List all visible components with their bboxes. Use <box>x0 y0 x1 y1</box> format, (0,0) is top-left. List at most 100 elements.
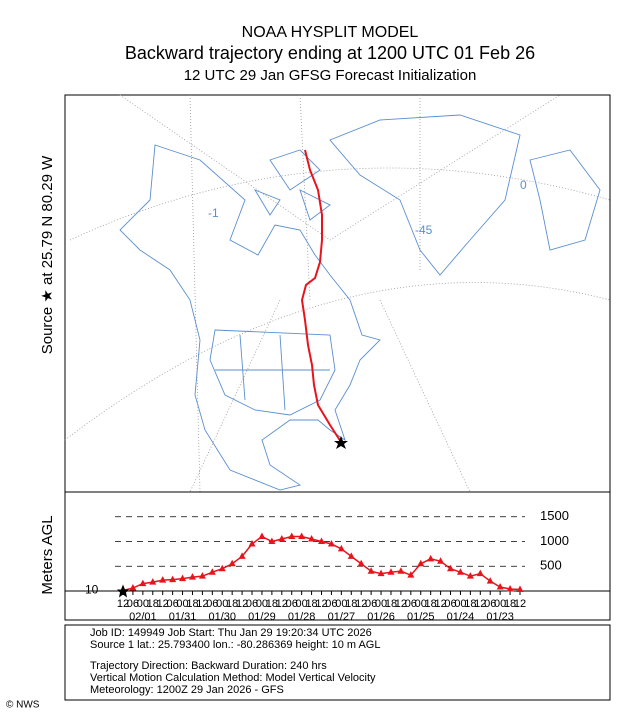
x-tick-label: 18 <box>464 598 476 610</box>
y-axis-label: Meters AGL <box>39 515 56 594</box>
x-tick-label: 06 <box>405 598 417 610</box>
x-tick-label: 12 <box>355 598 367 610</box>
x-tick-label: 18 <box>345 598 357 610</box>
marker <box>248 539 256 547</box>
marker <box>169 575 177 583</box>
marker <box>347 552 355 559</box>
map-label: 0 <box>520 178 527 192</box>
x-tick-label: 00 <box>375 598 387 610</box>
map: 0 -45 -1 Source ★ at 25.79 N 80.29 W <box>39 94 611 493</box>
marker <box>476 569 484 577</box>
marker <box>139 579 147 587</box>
x-tick-label: 18 <box>147 598 159 610</box>
date-label: 01/24 <box>447 611 475 623</box>
map-label: -45 <box>415 223 433 237</box>
date-label: 01/25 <box>407 611 435 623</box>
marker <box>506 585 514 592</box>
x-tick-label: 18 <box>385 598 397 610</box>
marker <box>397 567 405 574</box>
marker <box>288 532 296 540</box>
info-line: Job ID: 149949 Job Start: Thu Jan 29 19:… <box>90 627 372 639</box>
date-label: 01/26 <box>367 611 395 623</box>
marker <box>179 574 187 582</box>
y-tick-label: 1500 <box>540 508 569 523</box>
x-tick-label: 06 <box>167 598 179 610</box>
date-label: 01/29 <box>248 611 276 623</box>
marker <box>159 576 167 583</box>
date-label: 01/30 <box>208 611 236 623</box>
marker <box>437 557 445 564</box>
info-line: Source 1 lat.: 25.793400 lon.: -80.28636… <box>90 639 381 651</box>
date-label: 02/01 <box>129 611 157 623</box>
marker <box>417 559 425 567</box>
height-line <box>122 535 521 592</box>
x-tick-label: 18 <box>186 598 198 610</box>
x-tick-label: 00 <box>176 598 188 610</box>
marker <box>466 572 474 579</box>
marker <box>228 559 236 567</box>
marker <box>427 554 435 562</box>
marker <box>357 559 365 567</box>
x-tick-label: 06 <box>444 598 456 610</box>
x-tick-label: 00 <box>137 598 149 610</box>
x-tick-label: 12 <box>157 598 169 610</box>
marker <box>198 572 206 579</box>
info-line: Meteorology: 1200Z 29 Jan 2026 - GFS <box>90 684 284 696</box>
marker <box>318 537 325 544</box>
x-tick-label: 12 <box>236 598 248 610</box>
x-tick-label: 12 <box>117 598 129 610</box>
source-star <box>334 436 348 449</box>
x-tick-label: 12 <box>474 598 486 610</box>
info-box <box>64 624 611 701</box>
x-tick-label: 12 <box>276 598 288 610</box>
x-tick-label: 00 <box>216 598 228 610</box>
x-tick-label: 00 <box>256 598 268 610</box>
marker <box>516 585 524 593</box>
marker <box>278 535 286 542</box>
marker <box>188 573 196 580</box>
x-tick-label: 12 <box>196 598 208 610</box>
x-tick-label: 06 <box>206 598 218 610</box>
title: NOAA HYSPLIT MODEL <box>242 24 419 41</box>
marker <box>129 584 137 591</box>
marker <box>218 564 226 572</box>
marker <box>208 568 216 575</box>
x-tick-label: 12 <box>514 598 526 610</box>
info-line: Vertical Motion Calculation Method: Mode… <box>90 672 376 684</box>
x-tick-label: 00 <box>415 598 427 610</box>
info-line: Trajectory Direction: Backward Duration:… <box>90 660 327 672</box>
marker <box>258 532 266 540</box>
x-tick-label: 18 <box>226 598 238 610</box>
date-label: 01/28 <box>288 611 316 623</box>
x-tick-label: 06 <box>127 598 139 610</box>
marker <box>238 552 246 559</box>
watermark: © NWS <box>6 700 40 711</box>
x-tick-label: 06 <box>286 598 298 610</box>
date-label: 01/27 <box>328 611 356 623</box>
date-label: 01/31 <box>169 611 197 623</box>
subtitle: 12 UTC 29 Jan GFSG Forecast Initializati… <box>184 67 477 84</box>
x-tick-label: 06 <box>484 598 496 610</box>
x-tick-label: 18 <box>305 598 317 610</box>
y-tick-label: 500 <box>540 558 562 573</box>
x-tick-label: 00 <box>454 598 466 610</box>
x-tick-label: 12 <box>395 598 407 610</box>
x-tick-label: 06 <box>246 598 258 610</box>
marker <box>486 577 494 584</box>
x-tick-label: 18 <box>425 598 437 610</box>
x-tick-label: 06 <box>325 598 337 610</box>
marker <box>447 564 455 572</box>
x-tick-label: 00 <box>494 598 506 610</box>
x-tick-label: 12 <box>434 598 446 610</box>
start-star <box>117 584 129 598</box>
marker <box>387 568 395 575</box>
marker <box>327 539 335 547</box>
marker <box>377 569 385 577</box>
x-tick-label: 00 <box>335 598 347 610</box>
y-tick-label: 1000 <box>540 533 569 548</box>
x-tick-label: 18 <box>266 598 278 610</box>
x-tick-label: 12 <box>315 598 327 610</box>
marker <box>407 571 415 578</box>
marker <box>367 567 375 574</box>
